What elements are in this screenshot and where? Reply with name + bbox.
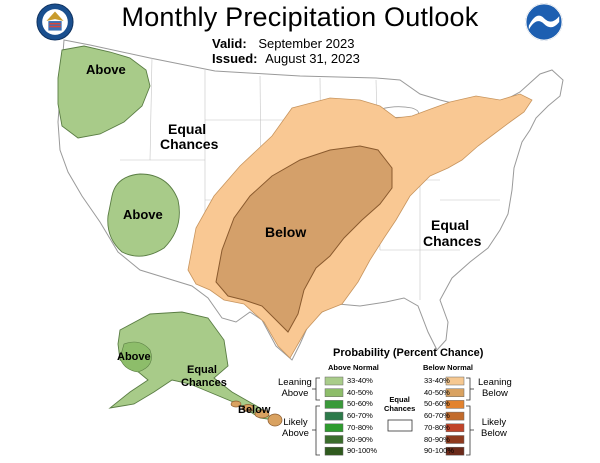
label-above-nv: Above	[123, 207, 163, 222]
page-title: Monthly Precipitation Outlook	[121, 2, 479, 32]
legend-likely-above-2: Above	[282, 427, 309, 439]
above-swatch-5	[324, 423, 344, 433]
issued-value: August 31, 2023	[265, 51, 360, 66]
doc-seal-icon	[36, 3, 74, 41]
legend-equal-2: Chances	[384, 403, 416, 413]
valid-label: Valid:	[212, 36, 247, 51]
label-below-central: Below	[265, 224, 307, 240]
below-swatch-column	[445, 376, 465, 456]
legend-leaning-above: Leaning Above	[278, 377, 312, 400]
below-swatch-3	[445, 400, 465, 409]
alaska-above-inner	[119, 341, 152, 373]
alaska-outline	[108, 311, 276, 421]
legend-leaning-below: Leaning Below	[478, 377, 512, 400]
legend-likely-below-1: Likely	[481, 417, 507, 428]
legend-likely-above-1: Likely	[283, 417, 308, 428]
legend-leaning-above-2: Above	[281, 387, 309, 399]
label-equal-east-2: Chances	[423, 233, 482, 249]
above-range-label-7: 90-100%	[347, 446, 378, 456]
below-swatch-4	[445, 411, 465, 421]
noaa-logo-icon	[525, 3, 563, 41]
above-swatch-4	[324, 411, 344, 421]
above-swatch-2	[324, 388, 344, 397]
above-range-label-2: 40-50%	[347, 387, 373, 397]
issued-row: Issued: August 31, 2023	[212, 51, 360, 66]
above-range-label-6: 80-90%	[347, 434, 373, 444]
label-equal-east-1: Equal	[431, 217, 470, 233]
above-swatch-7	[324, 446, 344, 456]
legend-leaning-below-1: Leaning	[478, 377, 512, 388]
label-below-hi: Below	[238, 404, 271, 416]
below-swatch-7	[445, 446, 465, 456]
valid-row: Valid: September 2023	[212, 36, 354, 51]
below-range-label-7: 90-100%	[424, 446, 455, 456]
label-above-nw: Above	[86, 62, 126, 77]
equal-chances-swatch	[387, 419, 413, 432]
below-range-label-4: 60-70%	[424, 411, 450, 421]
below-range-label-5: 70-80%	[424, 422, 450, 432]
valid-value: September 2023	[258, 36, 355, 51]
above-swatch-column	[324, 376, 344, 456]
legend-brackets	[312, 377, 474, 456]
above-range-label-1: 33-40%	[347, 376, 373, 385]
legend-equal-chances: Equal Chances	[384, 395, 416, 413]
above-range-label-4: 60-70%	[347, 411, 373, 421]
below-range-label-3: 50-60%	[424, 399, 450, 409]
above-swatch-3	[324, 400, 344, 409]
label-equal-ak-1: Equal	[187, 364, 217, 376]
legend-equal-1: Equal	[389, 395, 410, 404]
below-range-label-2: 40-50%	[424, 387, 450, 397]
legend-above-header: Above Normal	[328, 363, 379, 372]
hawaii-below	[230, 400, 283, 427]
below-swatch-6	[445, 435, 465, 444]
label-above-ak: Above	[117, 351, 151, 363]
above-region-northwest	[57, 45, 151, 139]
below-range-label-6: 80-90%	[424, 434, 450, 444]
legend-likely-below: Likely Below	[481, 417, 507, 440]
legend-leaning-above-1: Leaning	[278, 377, 312, 388]
legend-leaning-below-2: Below	[481, 387, 508, 399]
issued-label: Issued:	[212, 51, 258, 66]
above-range-label-3: 50-60%	[347, 399, 373, 409]
below-swatch-2	[445, 388, 465, 397]
legend-below-header: Below Normal	[423, 363, 474, 372]
above-range-label-5: 70-80%	[347, 422, 373, 432]
legend-title: Probability (Percent Chance)	[333, 347, 484, 359]
below-swatch-5	[445, 423, 465, 433]
label-equal-west-1: Equal	[168, 121, 207, 137]
below-swatch-1	[445, 376, 465, 386]
below-range-label-1: 33-40%	[424, 376, 450, 385]
legend-likely-below-2: Below	[481, 427, 507, 439]
label-equal-ak-2: Chances	[181, 377, 227, 389]
above-region-great-basin	[107, 173, 180, 257]
below-region	[215, 145, 393, 333]
above-swatch-6	[324, 435, 344, 444]
label-equal-west-2: Chances	[160, 136, 219, 152]
legend-likely-above: Likely Above	[282, 417, 309, 440]
above-swatch-1	[324, 376, 344, 386]
